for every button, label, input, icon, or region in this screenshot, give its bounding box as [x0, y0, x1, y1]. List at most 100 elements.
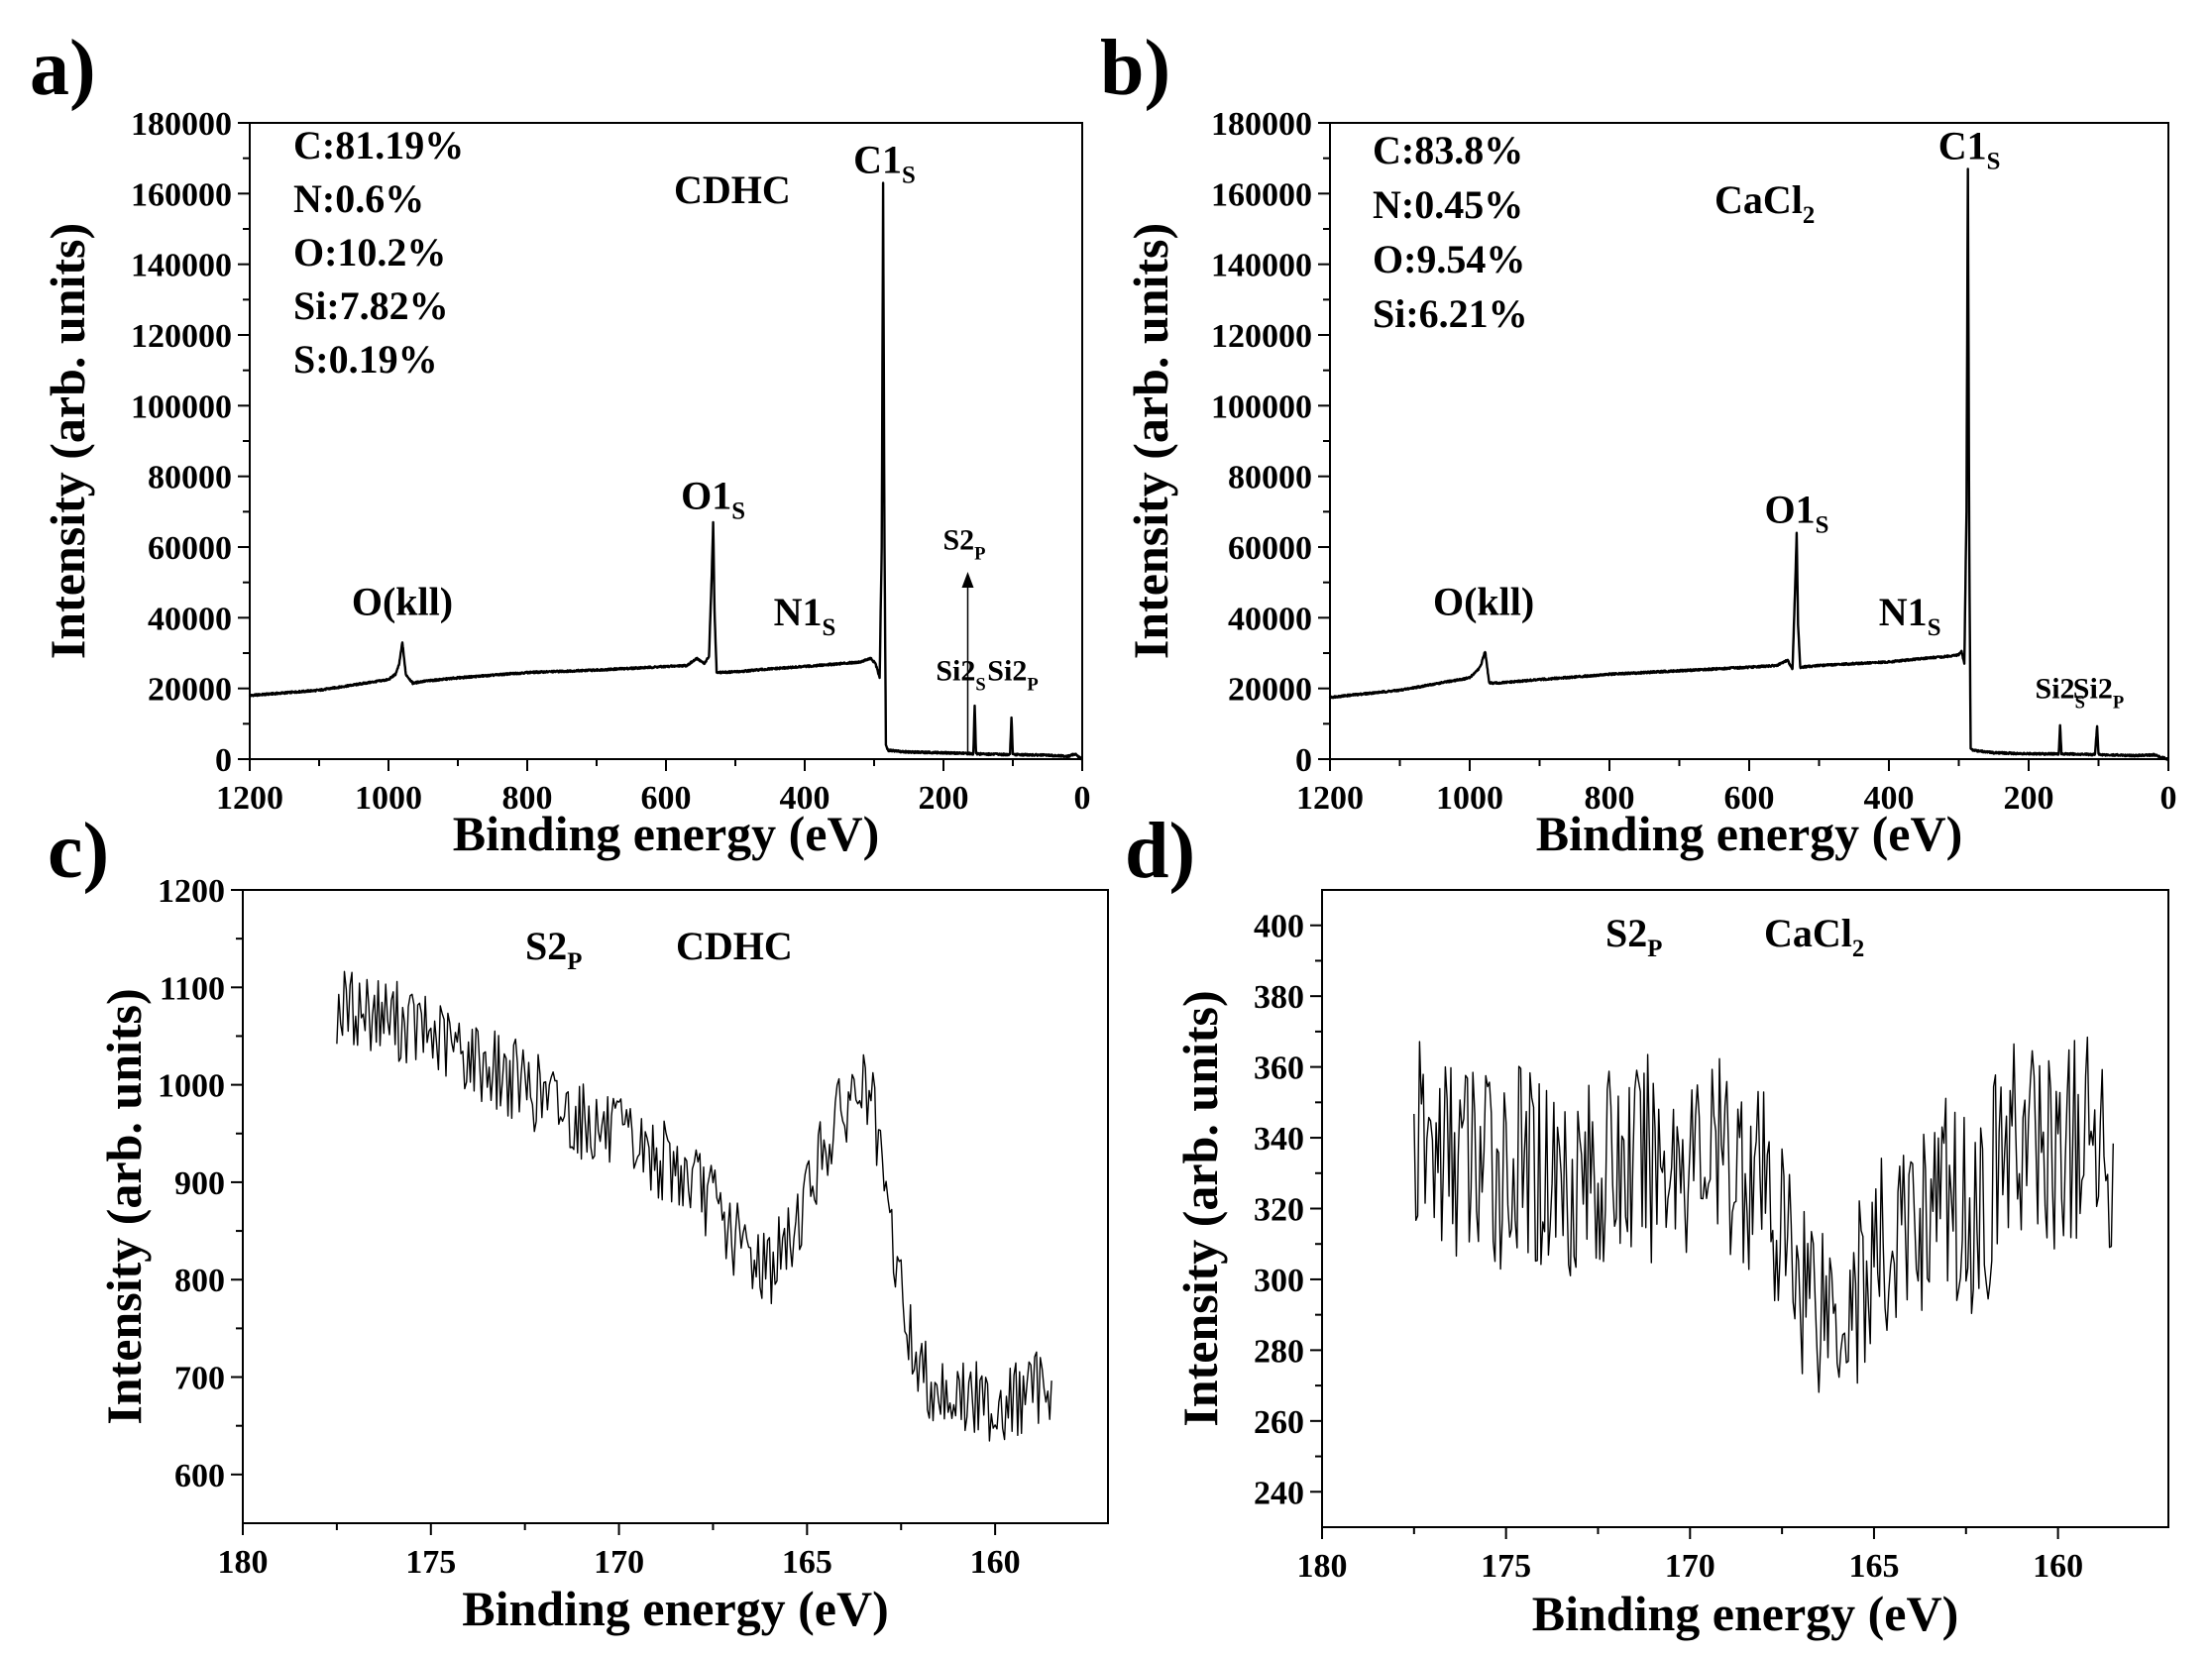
- sample-label: CDHC: [674, 167, 791, 212]
- spectrum-line: [1413, 1036, 2114, 1393]
- x-tick-label: 170: [1665, 1548, 1715, 1585]
- y-tick-label: 1100: [160, 970, 225, 1007]
- y-axis-title: Intensity (arb. units): [96, 988, 152, 1424]
- y-tick-label: 100000: [1211, 388, 1312, 425]
- panel-letter: d): [1125, 808, 1195, 895]
- y-tick-label: 900: [174, 1165, 225, 1202]
- x-tick-label: 165: [1848, 1548, 1899, 1585]
- y-tick-label: 280: [1254, 1333, 1304, 1370]
- y-tick-label: 180000: [1211, 106, 1312, 143]
- composition-line: O:9.54%: [1373, 237, 1525, 281]
- y-axis-title: Intensity (arb. units): [40, 223, 95, 659]
- panel-letter: c): [48, 808, 109, 895]
- y-tick-label: 120000: [131, 318, 232, 355]
- panel-letter: b): [1100, 25, 1170, 112]
- y-tick-label: 60000: [148, 530, 232, 567]
- peak-label: N1S: [1879, 590, 1941, 641]
- y-tick-label: 60000: [1228, 530, 1312, 567]
- y-tick-label: 80000: [1228, 460, 1312, 497]
- plot-frame: [1321, 889, 2169, 1528]
- y-tick-label: 80000: [148, 460, 232, 497]
- peak-label: C1S: [853, 138, 916, 189]
- y-tick-label: 100000: [131, 388, 232, 425]
- composition-line: S:0.19%: [293, 337, 438, 382]
- panel-c: c) 180 175 170 165 160 600 700 800 900 1000 1100 120…: [48, 808, 1109, 1636]
- composition-line: Si:6.21%: [1373, 291, 1528, 336]
- y-tick-label: 120000: [1211, 318, 1312, 355]
- x-tick-label: 600: [1724, 780, 1775, 817]
- y-tick-label: 800: [174, 1263, 225, 1299]
- x-tick-label: 165: [782, 1544, 832, 1581]
- peak-label: O1S: [1764, 488, 1828, 539]
- x-tick-label: 175: [1481, 1548, 1531, 1585]
- composition-line: O:10.2%: [293, 230, 446, 275]
- peak-label: Si2P: [987, 655, 1038, 696]
- peak-region-label: S2P: [525, 924, 582, 975]
- y-tick-label: 360: [1254, 1050, 1304, 1087]
- panel-d: d) 180 175 170 165 160 240 260 280 300 320 340 360 38…: [1125, 808, 2169, 1641]
- y-tick-label: 380: [1254, 979, 1304, 1016]
- composition-line: C:81.19%: [293, 123, 464, 167]
- x-tick-label: 400: [1864, 780, 1915, 817]
- x-axis-title: Binding energy (eV): [453, 806, 880, 861]
- spectrum-line: [248, 181, 1083, 761]
- x-tick-label: 175: [405, 1544, 456, 1581]
- x-tick-label: 160: [2033, 1548, 2083, 1585]
- x-axis-title: Binding energy (eV): [462, 1581, 889, 1636]
- y-tick-label: 600: [174, 1458, 225, 1494]
- y-tick-label: 1200: [158, 873, 225, 910]
- panel-a: a)1200 1000 800 600 400 200 002000040000600008…: [30, 25, 1091, 861]
- composition-line: N:0.45%: [1373, 182, 1523, 227]
- x-tick-label: 1000: [355, 780, 422, 817]
- peak-label: Si2S: [936, 655, 985, 696]
- peak-label: O(kll): [1433, 579, 1534, 623]
- panel-letter: a): [30, 25, 96, 112]
- sample-label: CaCl2: [1764, 911, 1864, 962]
- composition-line: C:83.8%: [1373, 128, 1523, 172]
- composition-line: Si:7.82%: [293, 283, 449, 328]
- plot-frame: [242, 889, 1109, 1524]
- y-tick-label: 20000: [1228, 672, 1312, 709]
- y-tick-label: 0: [215, 742, 232, 779]
- x-tick-label: 170: [594, 1544, 644, 1581]
- x-tick-label: 800: [1585, 780, 1635, 817]
- x-tick-label: 1200: [216, 780, 283, 817]
- y-tick-label: 40000: [148, 601, 232, 637]
- y-tick-label: 240: [1254, 1475, 1304, 1511]
- y-tick-label: 160000: [1211, 176, 1312, 213]
- x-tick-label: 400: [780, 780, 830, 817]
- x-tick-label: 200: [919, 780, 969, 817]
- y-tick-label: 140000: [1211, 248, 1312, 284]
- x-tick-label: 1200: [1296, 780, 1364, 817]
- y-axis-title: Intensity (arb. units): [1123, 223, 1178, 659]
- y-tick-label: 20000: [148, 672, 232, 709]
- peak-label: N1S: [774, 590, 836, 641]
- y-tick-label: 160000: [131, 176, 232, 213]
- x-tick-label: 180: [1297, 1548, 1348, 1585]
- sample-label: CDHC: [676, 924, 793, 968]
- y-tick-label: 400: [1254, 909, 1304, 945]
- y-tick-label: 320: [1254, 1192, 1304, 1229]
- y-tick-label: 0: [1295, 742, 1312, 779]
- y-tick-label: 40000: [1228, 601, 1312, 637]
- peak-label: O(kll): [352, 579, 453, 623]
- panel-b: b)1200 1000 800 600 400 200 002000040000600008…: [1100, 25, 2177, 861]
- y-axis-title: Intensity (arb. units): [1172, 990, 1228, 1426]
- y-tick-label: 300: [1254, 1263, 1304, 1299]
- x-tick-label: 180: [218, 1544, 269, 1581]
- peak-label: Si2P: [2073, 673, 2124, 714]
- y-tick-label: 260: [1254, 1404, 1304, 1441]
- y-tick-label: 340: [1254, 1121, 1304, 1158]
- sample-label: CaCl2: [1714, 177, 1815, 229]
- y-tick-label: 700: [174, 1361, 225, 1397]
- x-tick-label: 0: [1074, 780, 1091, 817]
- peak-label: Si2S: [2036, 673, 2085, 714]
- spectrum-line: [336, 970, 1052, 1442]
- arrow-head: [961, 571, 974, 588]
- spectrum-line: [1328, 167, 2170, 761]
- y-tick-label: 140000: [131, 248, 232, 284]
- peak-label: S2P: [942, 524, 985, 565]
- x-tick-label: 160: [970, 1544, 1021, 1581]
- y-tick-label: 180000: [131, 106, 232, 143]
